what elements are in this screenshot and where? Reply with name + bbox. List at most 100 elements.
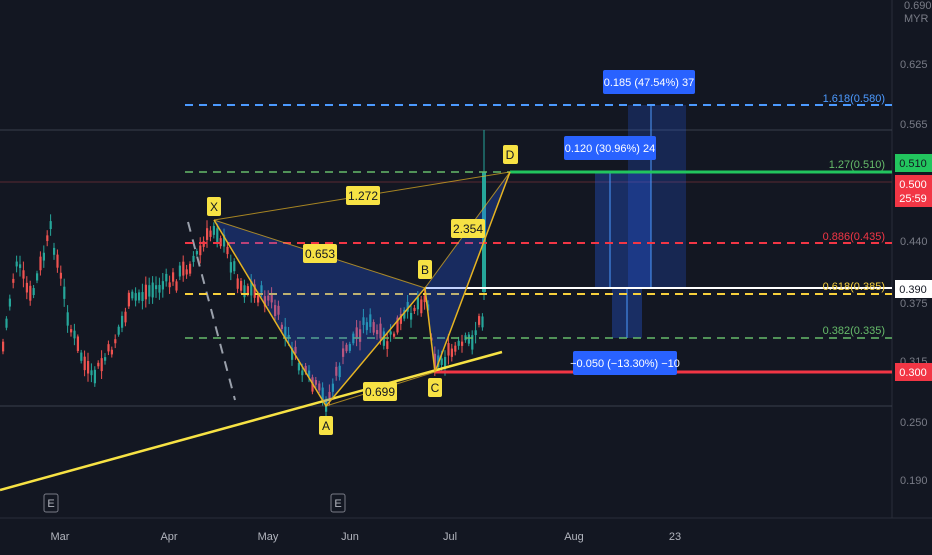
candle-body [42,252,45,261]
candle-body [331,383,334,392]
ratio-label-bd: 2.354 [451,219,485,238]
candle-body [59,272,62,279]
candle-body [202,241,205,247]
candle-body [250,281,253,296]
earnings-marker-2[interactable]: E [330,493,346,513]
candle-body [433,353,436,369]
measure-label-b[interactable]: 0.120 (30.96%) 24 [564,136,656,160]
candle-body [246,286,249,294]
candle-body [226,246,229,255]
candle-body [416,297,419,310]
candle-body [189,263,192,274]
svg-text:0.390: 0.390 [899,284,927,296]
candle-body [121,315,124,328]
candle-body [131,291,134,299]
bar-countdown: 25:59 [899,193,927,205]
candle-body [274,305,277,317]
candle-body [138,292,141,301]
candle-body [233,261,236,272]
candle-body [144,284,147,300]
price-badge-target: 0.510 [895,154,932,172]
candle-body [236,278,239,289]
svg-text:A: A [322,419,330,433]
candle-body [161,281,164,290]
candle-body [216,228,219,243]
ratio-label-xd: 1.272 [346,186,380,205]
candle-body [474,330,477,336]
ascending-trendline[interactable] [0,350,503,492]
candle-body [66,312,69,326]
candle-body [410,312,413,320]
candle-body [32,288,35,296]
svg-text:X: X [210,200,218,214]
candle-body [148,285,151,297]
fib-label-0886: 0.886(0.435) [823,231,885,243]
candle-body [335,366,338,376]
candle-body [195,251,198,255]
candle-body [12,278,15,283]
candle-body [403,309,406,319]
candle-body [423,295,426,303]
price-badge-entry: 0.390 [895,280,932,298]
svg-text:B: B [421,263,429,277]
candle-body [376,330,379,335]
candlestick-series [2,130,486,417]
candle-body [359,329,362,342]
candle-body [297,362,300,371]
svg-text:0.300: 0.300 [899,367,927,379]
candle-body [267,295,270,301]
candle-body [253,284,256,298]
time-label-may: May [258,531,279,543]
candle-body [212,225,215,235]
candle-body [444,356,447,369]
candle-body [223,234,226,247]
candle-body [447,343,450,356]
candle-body [467,334,470,344]
time-label-mar: Mar [51,531,70,543]
candle-body [270,293,273,303]
pattern-projection-dashed [187,221,236,401]
candle-body [450,348,453,357]
fib-label-1618: 1.618(0.580) [823,93,885,105]
candle-body [362,317,365,325]
measure-label-a[interactable]: 0.185 (47.54%) 37 [603,70,695,94]
candle-body [457,340,460,346]
point-label-x[interactable]: X [207,197,221,216]
time-label-23: 23 [669,531,681,543]
candle-body [321,387,324,401]
candle-body [260,285,263,293]
point-label-c[interactable]: C [428,378,442,397]
pattern-triangle-bcd [425,172,510,372]
svg-text:1.272: 1.272 [348,189,378,203]
candle-body [365,322,368,331]
candle-body [90,370,93,376]
measure-label-c[interactable]: −0.050 (−13.30%) −10 [570,351,680,375]
candle-body [461,341,464,346]
candle-body [63,286,66,299]
point-label-d[interactable]: D [503,145,518,164]
candle-body [206,228,209,240]
candle-body [348,344,351,351]
candle-body [287,334,290,338]
candle-body [182,261,185,276]
svg-text:−0.050 (−13.30%) −10: −0.050 (−13.30%) −10 [570,358,680,370]
fib-label-127: 1.27(0.510) [829,159,885,171]
candle-body [19,264,22,268]
earnings-marker-1[interactable]: E [43,493,59,513]
point-label-b[interactable]: B [418,260,432,279]
time-label-apr: Apr [160,531,177,543]
measure-box-a [628,105,686,288]
point-label-a[interactable]: A [319,416,333,435]
currency-label: MYR [904,13,929,25]
candle-body [291,347,294,360]
pattern-triangle-xab [214,220,425,406]
price-tick-0565: 0.565 [900,119,928,131]
candle-body [100,358,103,372]
fib-label-0382: 0.382(0.335) [823,325,885,337]
candle-body [308,370,311,377]
candle-body [345,344,348,352]
price-tick-0375: 0.375 [900,298,928,310]
candle-body [406,301,409,312]
